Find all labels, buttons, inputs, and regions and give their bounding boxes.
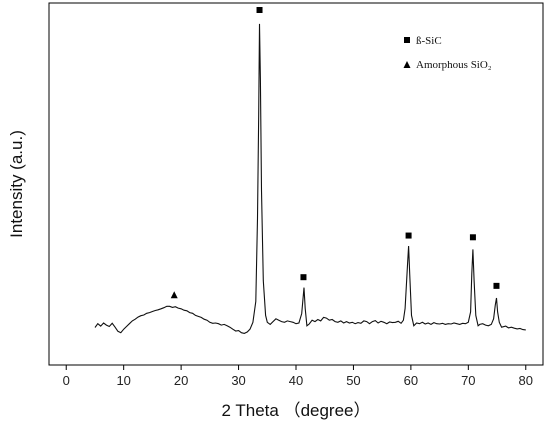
x-tick-label: 70 [461, 373, 475, 388]
x-tick-label: 30 [231, 373, 245, 388]
x-tick-label: 40 [289, 373, 303, 388]
sic-peak-square-marker [300, 274, 307, 281]
legend: ß-SiC Amorphous SiO₂ [403, 35, 492, 71]
plot-frame [48, 2, 544, 366]
x-tick-label: 80 [519, 373, 533, 388]
xrd-pattern-line [94, 23, 526, 334]
x-tick-label: 20 [174, 373, 188, 388]
legend-label-sic: ß-SiC [416, 35, 442, 47]
sic-peak-square-marker [405, 232, 412, 239]
sic-peak-square-marker [469, 234, 476, 241]
x-tick-label: 50 [346, 373, 360, 388]
legend-triangle-icon [403, 61, 411, 68]
peak-marker-group [170, 7, 500, 299]
x-tick-label: 60 [404, 373, 418, 388]
legend-label-sio2: Amorphous SiO₂ [416, 59, 492, 71]
x-tick-label: 0 [63, 373, 70, 388]
y-axis-title: Intensity (a.u.) [7, 130, 26, 238]
x-axis-title: 2 Theta （degree） [222, 401, 371, 420]
x-tick-group: 0 10 20 30 40 50 60 70 80 [63, 365, 533, 388]
sic-peak-square-marker [256, 7, 263, 13]
legend-square-icon [404, 37, 410, 43]
sic-peak-square-marker [493, 282, 500, 289]
sio2-hump-triangle-marker [170, 291, 178, 299]
x-tick-label: 10 [116, 373, 130, 388]
